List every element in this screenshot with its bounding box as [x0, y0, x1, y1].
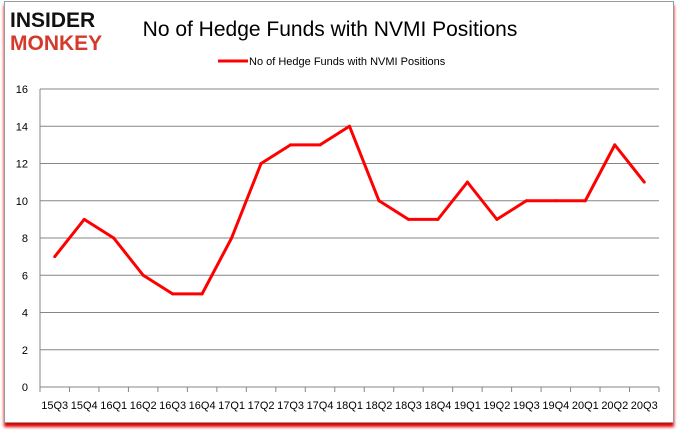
chart-title: No of Hedge Funds with NVMI Positions — [143, 18, 518, 41]
x-tick-label: 18Q2 — [366, 400, 393, 412]
x-tick-label: 17Q2 — [248, 400, 275, 412]
data-point — [406, 217, 410, 221]
x-tick-label: 20Q2 — [601, 400, 628, 412]
legend: No of Hedge Funds with NVMI Positions — [218, 56, 446, 68]
chart-frame — [4, 1, 674, 423]
data-point — [112, 236, 116, 240]
data-point — [53, 255, 57, 259]
x-tick-label: 20Q1 — [572, 400, 599, 412]
y-tick-label: 0 — [22, 382, 28, 394]
data-point — [82, 217, 86, 221]
data-point — [348, 124, 351, 128]
data-point — [495, 217, 499, 221]
logo-line1: INSIDER — [10, 9, 95, 32]
y-tick-label: 6 — [22, 270, 28, 282]
x-tick-label: 16Q3 — [159, 400, 186, 412]
data-point — [465, 180, 469, 184]
y-tick-label: 4 — [22, 308, 28, 320]
x-tick-label: 17Q4 — [307, 400, 334, 412]
data-point — [524, 199, 528, 203]
x-tick-label: 18Q4 — [424, 400, 451, 412]
y-tick-label: 16 — [16, 84, 28, 96]
y-tick-label: 10 — [16, 196, 28, 208]
logo: INSIDER MONKEY — [10, 9, 102, 55]
x-tick-label: 18Q1 — [336, 400, 363, 412]
data-point — [230, 236, 234, 240]
x-tick-label: 16Q4 — [189, 400, 216, 412]
x-tick-label: 15Q4 — [71, 400, 98, 412]
x-tick-label: 16Q1 — [100, 400, 127, 412]
x-tick-label: 15Q3 — [41, 400, 68, 412]
data-point — [554, 199, 558, 203]
x-tick-label: 19Q1 — [454, 400, 481, 412]
data-point — [318, 143, 322, 147]
y-tick-label: 12 — [16, 159, 28, 171]
logo-line2: MONKEY — [10, 32, 102, 55]
data-point — [613, 143, 617, 147]
x-tick-label: 19Q2 — [483, 400, 510, 412]
data-point — [377, 199, 381, 203]
data-point — [141, 273, 145, 277]
x-tick-label: 17Q1 — [218, 400, 245, 412]
data-point — [171, 292, 175, 296]
y-tick-label: 2 — [22, 345, 28, 357]
x-tick-label: 20Q3 — [631, 400, 658, 412]
data-point — [200, 292, 204, 296]
x-tick-label: 18Q3 — [395, 400, 422, 412]
data-point — [583, 199, 587, 203]
x-tick-label: 17Q3 — [277, 400, 304, 412]
y-tick-label: 14 — [16, 121, 28, 133]
y-tick-label: 8 — [22, 233, 28, 245]
data-point — [259, 162, 263, 165]
data-point — [436, 217, 440, 221]
series-line — [53, 124, 646, 296]
x-tick-label: 19Q4 — [542, 400, 569, 412]
x-tick-label: 16Q2 — [130, 400, 157, 412]
legend-label: No of Hedge Funds with NVMI Positions — [249, 56, 446, 68]
data-point — [289, 143, 293, 147]
data-point — [642, 180, 646, 184]
x-tick-label: 19Q3 — [513, 400, 540, 412]
